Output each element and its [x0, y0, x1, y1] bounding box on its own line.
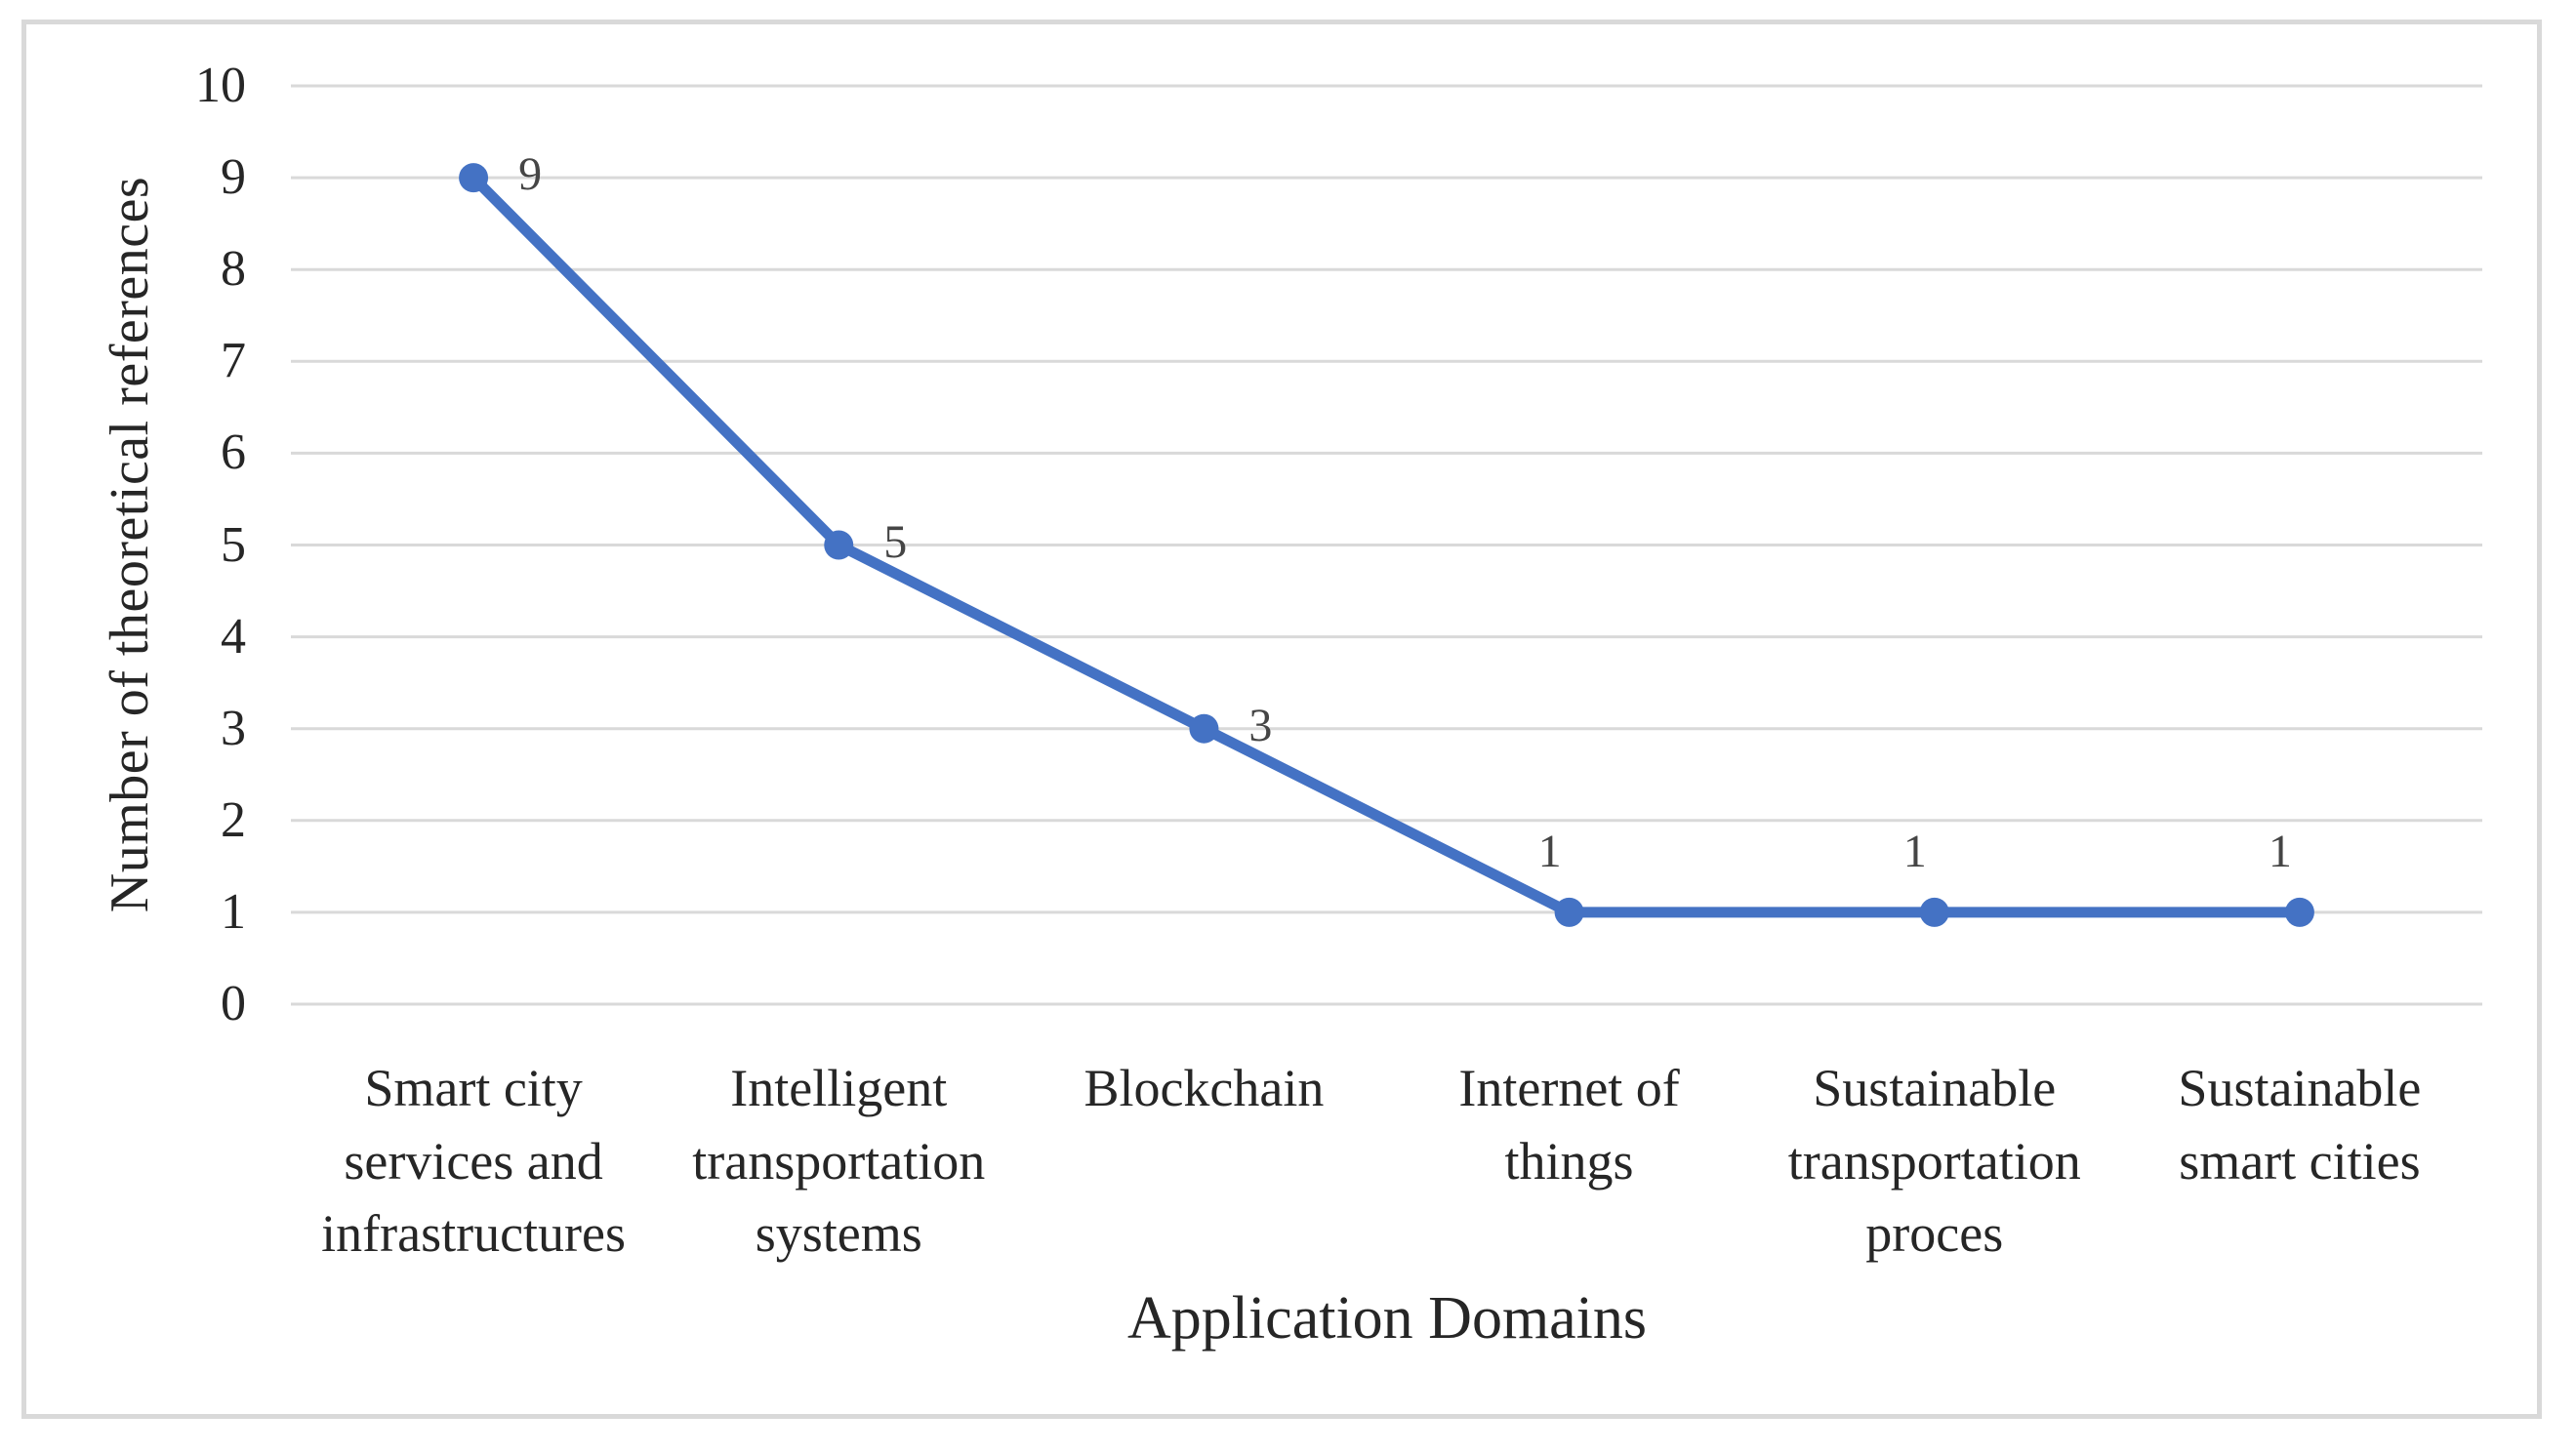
y-tick-label: 10: [195, 58, 246, 113]
x-category-label: Smart city services and infrastructures: [321, 1052, 626, 1271]
x-category-label-line: proces: [1865, 1204, 2004, 1264]
y-tick-label: 8: [221, 241, 246, 298]
x-category-label-line: Smart city: [364, 1059, 583, 1117]
y-tick-label: 5: [221, 516, 246, 573]
x-category-label-line: Blockchain: [1084, 1059, 1325, 1117]
y-tick-label: 0: [221, 976, 246, 1031]
y-tick-label: 3: [221, 700, 246, 756]
data-point-marker: [1554, 897, 1584, 927]
x-category-label-line: Sustainable: [1813, 1059, 2057, 1117]
data-label: 3: [1248, 699, 1273, 751]
x-category-label-line: Intelligent: [730, 1059, 948, 1117]
y-tick-label: 4: [221, 608, 246, 665]
x-category-label: Blockchain: [1084, 1052, 1324, 1125]
data-label: 5: [883, 515, 908, 568]
data-label: 9: [518, 148, 543, 201]
data-point-marker: [2284, 897, 2314, 927]
data-point-marker: [1189, 713, 1219, 744]
x-category-label-line: services and: [344, 1131, 603, 1191]
y-tick-label: 9: [221, 149, 246, 206]
y-tick-label: 2: [221, 791, 246, 848]
data-label: 1: [1537, 825, 1562, 877]
x-axis-title: Application Domains: [1126, 1285, 1648, 1352]
x-category-label: Sustainable transportation proces: [1788, 1052, 2081, 1271]
data-label: 1: [2268, 825, 2292, 877]
x-category-label-line: Internet of: [1458, 1059, 1680, 1117]
data-point-marker: [824, 530, 854, 560]
x-category-label: Internet of things: [1458, 1052, 1679, 1197]
chart-frame: [21, 20, 2542, 1419]
x-category-label: Sustainable smart cities: [2178, 1052, 2421, 1197]
y-tick-label: 7: [221, 333, 246, 389]
data-label: 1: [1902, 825, 1927, 877]
data-point-marker: [459, 163, 489, 193]
x-category-label-line: systems: [755, 1204, 922, 1264]
x-category-label-line: transportation: [1787, 1131, 2081, 1191]
x-category-label-line: Sustainable: [2178, 1059, 2422, 1117]
x-category-label-line: things: [1504, 1131, 1634, 1191]
x-category-label-line: smart cities: [2179, 1131, 2421, 1191]
x-category-label-line: infrastructures: [321, 1204, 627, 1264]
x-category-label: Intelligent transportation systems: [692, 1052, 985, 1271]
y-tick-label: 6: [221, 424, 246, 481]
data-series-line: [468, 172, 2306, 918]
x-category-label-line: transportation: [692, 1131, 986, 1191]
y-tick-label: 1: [221, 883, 246, 940]
data-point-marker: [1919, 897, 1949, 927]
